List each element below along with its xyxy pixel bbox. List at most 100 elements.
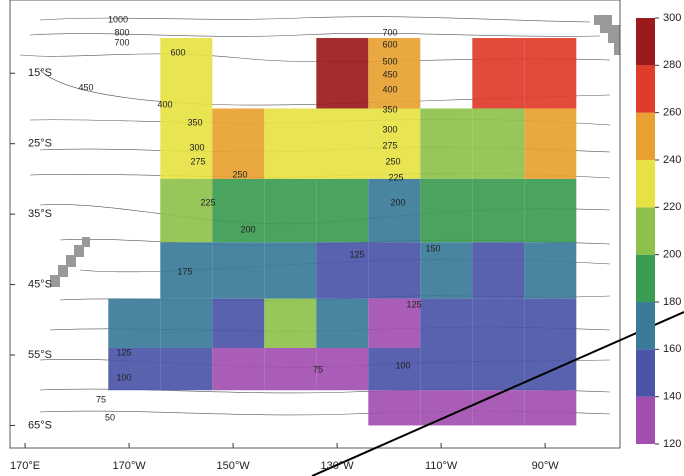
grid-cell (212, 347, 265, 391)
grid-cell (524, 108, 577, 179)
colorbar-segment (636, 112, 655, 160)
grid-cell (212, 178, 265, 243)
x-tick-label: 150°W (217, 460, 251, 472)
grid-cell (108, 298, 161, 348)
grid-cell (160, 242, 213, 299)
colorbar-tick-label: 200 (663, 249, 681, 261)
grid-cell (316, 298, 369, 348)
contour-label: 450 (382, 69, 397, 79)
grid-cell (316, 108, 369, 179)
contour-label: 700 (114, 37, 129, 47)
contour-label: 50 (105, 412, 115, 422)
contour-label: 800 (114, 27, 129, 37)
contour-label: 125 (406, 299, 421, 309)
contour-label: 175 (177, 266, 192, 276)
contour-label: 450 (78, 82, 93, 92)
land-patch (50, 237, 90, 287)
grid-cell (472, 298, 525, 348)
grid-cell (212, 108, 265, 179)
grid-cell (108, 347, 161, 391)
colorbar-segment (636, 160, 655, 208)
colorbar-tick-label: 280 (663, 59, 681, 71)
contour-label: 700 (382, 27, 397, 37)
grid-cell (524, 390, 577, 426)
grid-cell (212, 242, 265, 299)
grid-cell (524, 347, 577, 391)
colorbar-segment (636, 18, 655, 66)
grid-cell (420, 390, 473, 426)
colorbar-tick-label: 180 (663, 296, 681, 308)
colorbar-segment (636, 302, 655, 350)
contour-label: 250 (385, 156, 400, 166)
grid-cell (264, 108, 317, 179)
grid-cell (316, 178, 369, 243)
grid-cell (524, 242, 577, 299)
grid-cell (420, 108, 473, 179)
grid-cell (212, 298, 265, 348)
cells (108, 38, 577, 426)
grid-cell (420, 242, 473, 299)
contour-line (29, 33, 601, 37)
contour-label: 200 (390, 197, 405, 207)
grid-cell (420, 347, 473, 391)
grid-cell (368, 390, 421, 426)
colorbar-tick-label: 120 (663, 438, 681, 450)
x-tick-label: 130°W (321, 460, 355, 472)
contour-line (39, 69, 611, 106)
grid-cell (160, 347, 213, 391)
land (50, 15, 620, 287)
grid-cell (160, 298, 213, 348)
contour-label: 275 (190, 156, 205, 166)
overlay-line (311, 311, 684, 476)
colorbar-segment (636, 65, 655, 113)
colorbar-tick-label: 140 (663, 391, 681, 403)
contour-label: 275 (382, 140, 397, 150)
grid-cell (472, 242, 525, 299)
contour-label: 350 (382, 104, 397, 114)
y-tick-label: 35°S (28, 208, 52, 220)
grid-cell (368, 347, 421, 391)
colorbar-segment (636, 396, 655, 444)
map-frame (9, 0, 621, 449)
contour-label: 300 (382, 124, 397, 134)
grid-cell (472, 38, 525, 109)
grid-cell (368, 38, 421, 109)
grid-cell (316, 242, 369, 299)
contour-label: 125 (349, 249, 364, 259)
contour-label: 125 (116, 347, 131, 357)
y-tick-label: 45°S (28, 278, 52, 290)
x-tick-label: 90°W (532, 460, 560, 472)
contour-label: 1000 (108, 14, 128, 24)
contour-label: 75 (313, 364, 323, 374)
x-tick-label: 110°W (425, 460, 458, 472)
grid-cell (160, 178, 213, 243)
contour-label: 400 (382, 84, 397, 94)
contour-label: 500 (382, 56, 397, 66)
contour-line (39, 16, 591, 23)
contour-label: 150 (425, 243, 440, 253)
contour-label: 300 (189, 142, 204, 152)
grid-cell (472, 390, 525, 426)
y-tick-label: 55°S (28, 349, 52, 361)
grid-cell (524, 178, 577, 243)
grid-cell (420, 178, 473, 243)
contour-label: 75 (96, 394, 106, 404)
contour-label: 250 (232, 169, 247, 179)
grid-cell (160, 38, 213, 109)
contour-label: 600 (170, 47, 185, 57)
grid-cell (368, 298, 421, 348)
grid-cell (368, 108, 421, 179)
x-tick-label: 170°W (113, 460, 147, 472)
grid-cell (264, 178, 317, 243)
contour-label: 100 (116, 372, 131, 382)
grid-cell (316, 347, 369, 391)
grid-cell (264, 242, 317, 299)
y-tick-label: 15°S (28, 67, 52, 79)
grid-cell (524, 38, 577, 109)
x-tick-label: 170°E (10, 460, 40, 472)
colorbar-segment (636, 254, 655, 302)
contour-label: 200 (240, 224, 255, 234)
land-patch (594, 15, 620, 55)
grid-cell (472, 108, 525, 179)
colorbar-tick-label: 220 (663, 201, 681, 213)
